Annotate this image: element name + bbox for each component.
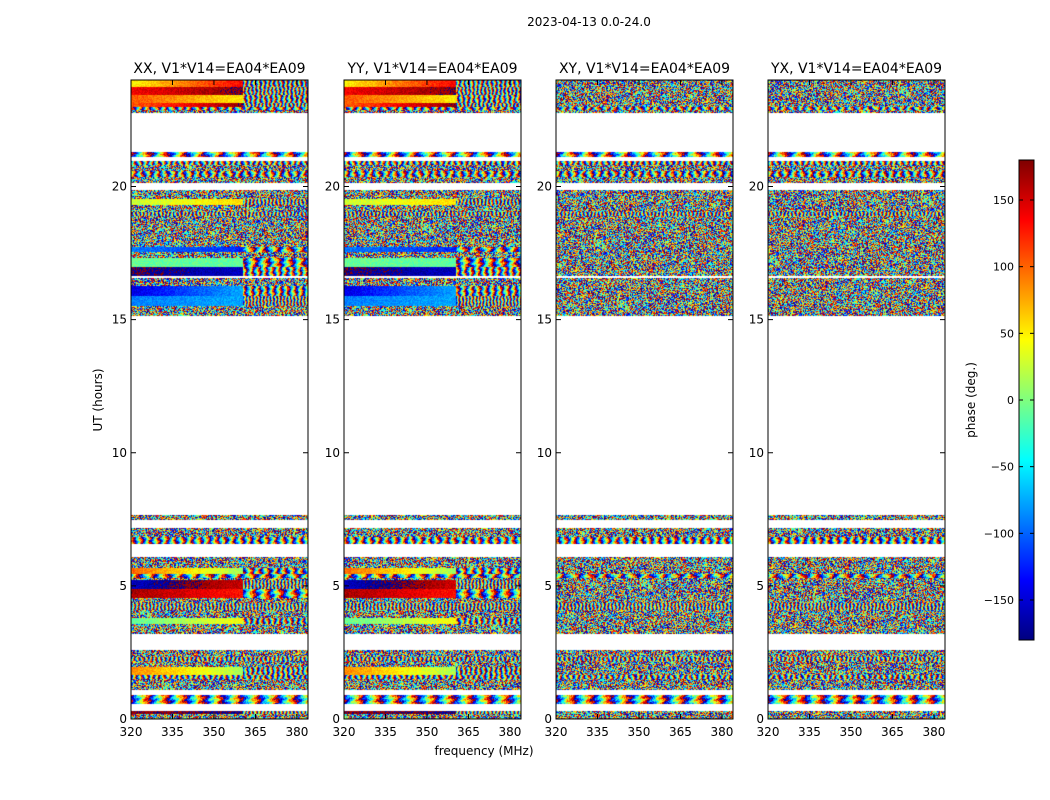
panel-title: YX, V1*V14=EA04*EA09 xyxy=(770,61,942,77)
y-tick-label: 10 xyxy=(537,446,552,460)
x-tick-label: 365 xyxy=(244,725,267,739)
panel-1: YY, V1*V14=EA04*EA09 320 335 350 365 380 0 5 10 1… xyxy=(325,61,522,739)
x-tick-label: 350 xyxy=(203,725,226,739)
colorbar: 150 100 50 0 −50 −100 −150 phase (deg.) xyxy=(964,159,1035,641)
y-tick-label: 15 xyxy=(325,313,340,327)
colorbar-tick-label: −150 xyxy=(984,594,1014,607)
y-tick-label: 10 xyxy=(325,446,340,460)
x-axis-label: frequency (MHz) xyxy=(434,744,533,758)
x-tick-label: 380 xyxy=(285,725,308,739)
panel-0: XX, V1*V14=EA04*EA09 320 335 350 365 380 0 5 10 1… xyxy=(112,61,309,739)
x-tick-label: 380 xyxy=(922,725,945,739)
colorbar-tick-label: −100 xyxy=(984,527,1014,540)
colorbar-tick-label: −50 xyxy=(991,461,1014,474)
y-tick-label: 5 xyxy=(119,579,127,593)
x-tick-label: 350 xyxy=(840,725,863,739)
panel-frame xyxy=(343,79,522,720)
x-tick-label: 335 xyxy=(374,725,397,739)
y-tick-label: 10 xyxy=(112,446,127,460)
panel-2: XY, V1*V14=EA04*EA09 320 335 350 365 380 0 5 10 1… xyxy=(537,61,734,739)
x-tick-label: 365 xyxy=(669,725,692,739)
y-tick-label: 20 xyxy=(112,180,127,194)
y-tick-label: 15 xyxy=(537,313,552,327)
y-tick-label: 20 xyxy=(537,180,552,194)
x-tick-label: 320 xyxy=(757,725,780,739)
panel-heatmap xyxy=(131,80,308,719)
x-tick-label: 350 xyxy=(628,725,651,739)
x-tick-label: 365 xyxy=(457,725,480,739)
colorbar-ticks: 150 100 50 0 −50 −100 −150 xyxy=(984,194,1034,607)
x-tick-label: 320 xyxy=(120,725,143,739)
y-tick-label: 0 xyxy=(756,712,764,726)
y-tick-label: 0 xyxy=(119,712,127,726)
panel-title: XY, V1*V14=EA04*EA09 xyxy=(559,61,730,77)
y-tick-label: 10 xyxy=(749,446,764,460)
y-axis-label: UT (hours) xyxy=(91,368,105,431)
y-tick-label: 5 xyxy=(332,579,340,593)
x-tick-label: 335 xyxy=(798,725,821,739)
x-tick-label: 380 xyxy=(710,725,733,739)
colorbar-label: phase (deg.) xyxy=(964,362,978,438)
x-tick-label: 320 xyxy=(545,725,568,739)
y-tick-label: 0 xyxy=(332,712,340,726)
panel-heatmap xyxy=(768,80,945,719)
y-tick-label: 0 xyxy=(544,712,552,726)
panel-frame xyxy=(767,79,946,720)
colorbar-tick-label: 150 xyxy=(993,194,1014,207)
y-tick-label: 5 xyxy=(756,579,764,593)
figure-suptitle: 2023-04-13 0.0-24.0 xyxy=(527,15,651,29)
y-tick-label: 15 xyxy=(749,313,764,327)
panel-frame xyxy=(130,79,309,720)
panel-heatmap xyxy=(556,80,733,719)
y-tick-label: 5 xyxy=(544,579,552,593)
panel-heatmap xyxy=(344,80,521,719)
x-tick-label: 320 xyxy=(333,725,356,739)
panel-frame xyxy=(555,79,734,720)
x-tick-label: 350 xyxy=(416,725,439,739)
panel-3: YX, V1*V14=EA04*EA09 320 335 350 365 380 0 5 10 1… xyxy=(749,61,946,739)
y-tick-label: 15 xyxy=(112,313,127,327)
panel-title: XX, V1*V14=EA04*EA09 xyxy=(133,61,305,77)
colorbar-tick-label: 0 xyxy=(1007,394,1014,407)
y-tick-label: 20 xyxy=(325,180,340,194)
x-tick-label: 365 xyxy=(881,725,904,739)
panel-title: YY, V1*V14=EA04*EA09 xyxy=(346,61,517,77)
colorbar-tick-label: 50 xyxy=(1000,327,1014,340)
y-tick-label: 20 xyxy=(749,180,764,194)
x-tick-label: 335 xyxy=(586,725,609,739)
panels: XX, V1*V14=EA04*EA09 320 335 350 365 380 0 5 10 1… xyxy=(112,61,946,739)
x-tick-label: 335 xyxy=(161,725,184,739)
x-tick-label: 380 xyxy=(498,725,521,739)
colorbar-tick-label: 100 xyxy=(993,261,1014,274)
